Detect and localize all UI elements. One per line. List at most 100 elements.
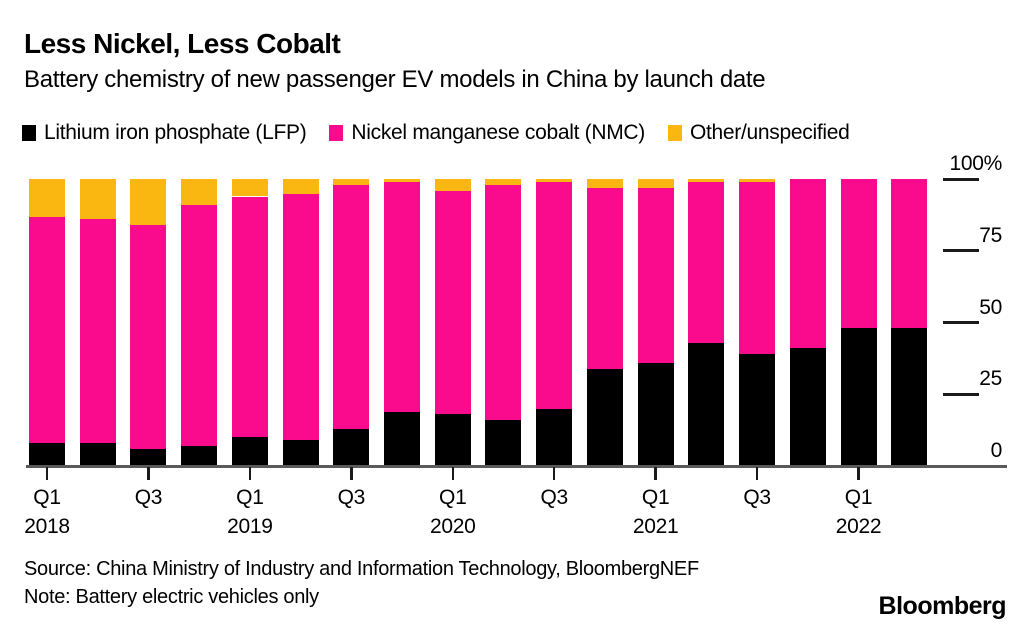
bar-segment-other-q1-2021 [637, 179, 674, 188]
bar-segment-other-q4-2019 [384, 179, 421, 183]
x-tick [350, 467, 353, 480]
x-tick-label: Q1 [844, 486, 873, 509]
bar-segment-lfp-q4-2020 [586, 368, 623, 466]
bar-segment-nmc-q4-2020 [586, 187, 623, 369]
y-tick [943, 321, 979, 325]
bar-segment-lfp-q4-2018 [181, 445, 218, 466]
x-tick [552, 467, 556, 480]
x-year-label: 2019 [227, 515, 273, 538]
legend-swatch-nmc [329, 125, 344, 141]
x-axis-line [26, 465, 1007, 468]
bar-segment-nmc-q1-2020 [434, 190, 471, 415]
bar-segment-nmc-q4-2018 [181, 205, 218, 446]
x-tick [248, 467, 252, 480]
bar-segment-lfp-q1-2018 [29, 443, 65, 466]
bar-segment-other-q3-2021 [739, 179, 776, 183]
y-tick-label: 50 [979, 295, 1002, 319]
y-tick-label: 25 [979, 367, 1002, 391]
bar-segment-other-q2-2018 [79, 179, 116, 220]
bar-segment-nmc-q2-2022 [891, 179, 928, 329]
legend-item-lfp: Lithium iron phosphate (LFP) [22, 121, 307, 145]
bar-segment-other-q2-2019 [282, 179, 319, 194]
x-tick-label: Q3 [134, 486, 163, 509]
legend-swatch-lfp [22, 125, 36, 141]
bar-segment-nmc-q2-2018 [79, 219, 116, 444]
x-tick-label: Q3 [540, 486, 568, 509]
legend-item-nmc: Nickel manganese cobalt (NMC) [329, 121, 645, 145]
bar-segment-other-q3-2020 [536, 179, 573, 183]
x-tick [857, 467, 860, 480]
bar-segment-other-q2-2021 [688, 179, 725, 183]
x-year-label: 2022 [835, 515, 882, 538]
bar-segment-lfp-q3-2020 [536, 408, 573, 466]
bar-segment-lfp-q2-2022 [891, 328, 928, 466]
y-tick-label: 75 [979, 223, 1002, 247]
x-tick-label: Q1 [236, 486, 264, 509]
bar-segment-nmc-q1-2019 [231, 196, 268, 438]
bar-segment-nmc-q3-2021 [739, 182, 776, 355]
bar-segment-other-q3-2018 [130, 179, 167, 226]
source-text: Source: China Ministry of Industry and I… [24, 558, 699, 580]
bar-segment-nmc-q4-2021 [789, 179, 826, 349]
legend-label: Lithium iron phosphate (LFP) [44, 121, 307, 144]
bar-segment-nmc-q1-2018 [29, 216, 65, 444]
bar-segment-lfp-q1-2019 [231, 437, 268, 466]
bar-segment-lfp-q2-2018 [79, 443, 116, 466]
bar-segment-lfp-q4-2019 [384, 411, 421, 466]
bar-segment-other-q1-2019 [231, 179, 268, 197]
y-tick [943, 249, 979, 253]
chart-subtitle: Battery chemistry of new passenger EV mo… [24, 66, 766, 93]
bar-segment-lfp-q3-2021 [739, 354, 776, 466]
bar-segment-lfp-q3-2018 [130, 448, 167, 466]
x-tick-label: Q1 [439, 486, 467, 509]
bloomberg-logo: Bloomberg [878, 592, 1007, 620]
x-tick [755, 467, 759, 480]
note-text: Note: Battery electric vehicles only [24, 586, 319, 608]
bar-segment-lfp-q1-2022 [840, 328, 877, 466]
bar-segment-lfp-q2-2021 [688, 342, 725, 466]
bar-segment-nmc-q1-2022 [840, 179, 877, 329]
x-tick-label: Q1 [641, 486, 670, 509]
x-year-label: 2018 [24, 515, 70, 538]
legend-item-other: Other/unspecified [667, 121, 850, 145]
bar-segment-lfp-q4-2021 [789, 348, 826, 466]
bar-segment-other-q1-2020 [434, 179, 471, 191]
x-tick [654, 467, 657, 480]
chart-title: Less Nickel, Less Cobalt [24, 28, 341, 59]
bar-segment-other-q4-2020 [586, 179, 623, 188]
y-tick [943, 392, 979, 396]
x-tick [451, 467, 454, 480]
legend-label: Nickel manganese cobalt (NMC) [351, 121, 645, 144]
legend: Lithium iron phosphate (LFP) Nickel manga… [22, 121, 850, 145]
bar-segment-lfp-q2-2019 [282, 440, 319, 466]
x-tick [147, 467, 150, 480]
bar-segment-other-q2-2020 [485, 179, 522, 186]
bar-segment-nmc-q3-2019 [333, 185, 370, 429]
legend-label: Other/unspecified [689, 121, 850, 144]
bar-segment-nmc-q2-2020 [485, 185, 522, 421]
x-year-label: 2020 [429, 515, 476, 538]
x-year-label: 2021 [632, 515, 679, 538]
y-tick-label: 100% [949, 152, 1002, 176]
x-tick-label: Q3 [743, 486, 771, 509]
x-tick [45, 467, 49, 480]
bar-segment-lfp-q1-2020 [434, 414, 471, 466]
x-tick-label: Q3 [337, 486, 366, 509]
bar-segment-lfp-q2-2020 [485, 420, 522, 466]
bar-segment-nmc-q4-2019 [384, 182, 421, 412]
bar-segment-lfp-q3-2019 [333, 428, 370, 466]
bar-segment-nmc-q2-2021 [688, 182, 725, 343]
bar-segment-nmc-q3-2020 [536, 182, 573, 409]
x-tick-label: Q1 [33, 486, 61, 509]
bar-segment-nmc-q2-2019 [282, 193, 319, 441]
y-tick-label: 0 [990, 439, 1003, 462]
legend-swatch-other [667, 125, 682, 141]
bar-segment-other-q1-2018 [29, 179, 65, 217]
bar-segment-other-q3-2019 [333, 179, 370, 186]
bar-segment-lfp-q1-2021 [637, 362, 674, 466]
bar-segment-nmc-q3-2018 [130, 225, 167, 449]
y-tick [943, 177, 979, 181]
bar-segment-nmc-q1-2021 [637, 187, 674, 363]
